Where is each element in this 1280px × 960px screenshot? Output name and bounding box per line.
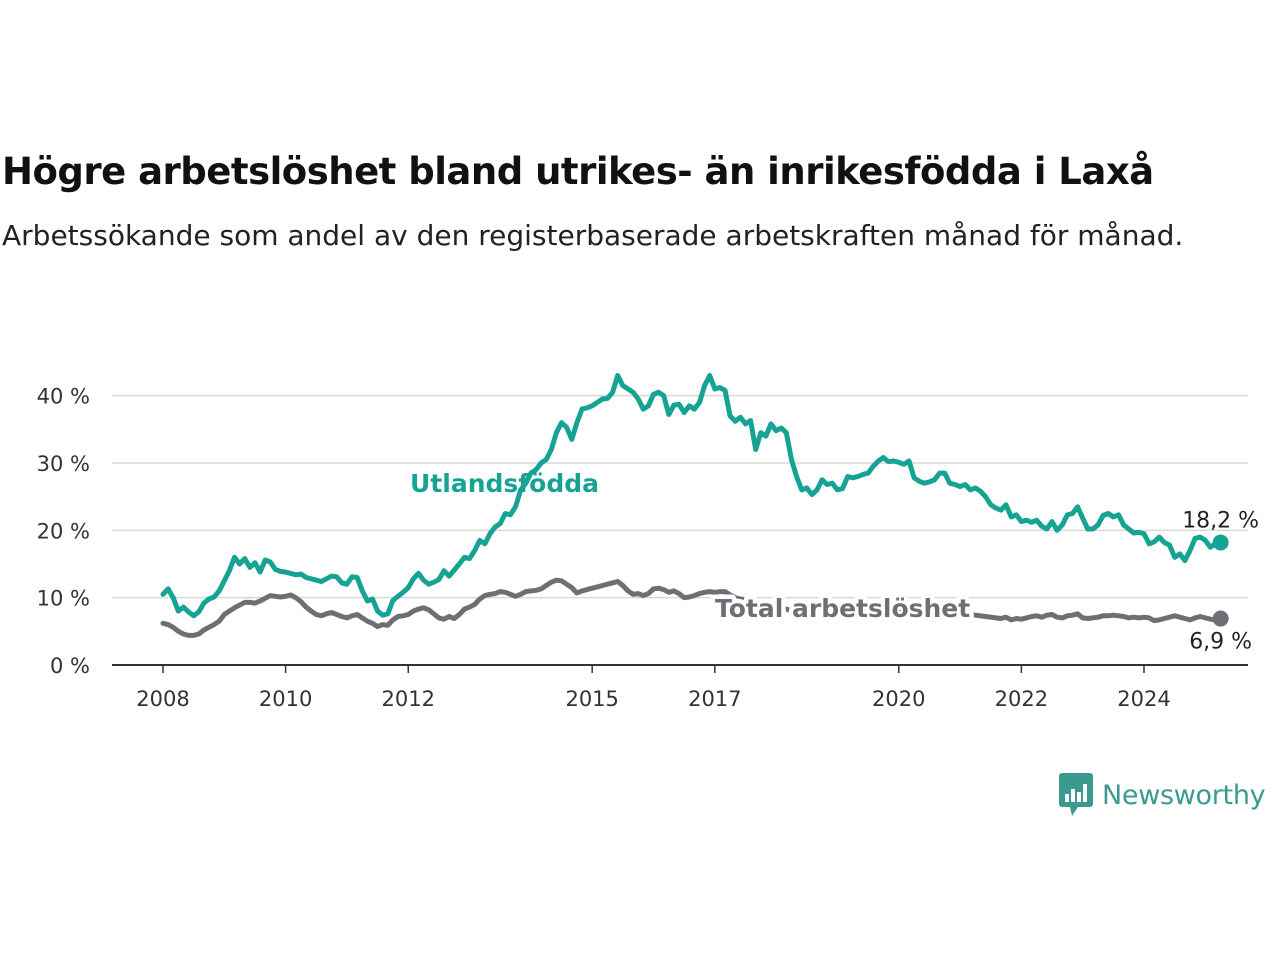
x-tick-label: 2010 <box>259 687 312 711</box>
end-point-utlandsfodda <box>1212 534 1229 551</box>
page-title: Högre arbetslöshet bland utrikes- än inr… <box>2 150 1154 193</box>
newsworthy-logo[interactable]: Newsworthy <box>1058 772 1266 818</box>
end-label-total: 6,9 % <box>1189 630 1252 655</box>
grid-lines <box>112 394 1248 599</box>
axes: 0 % 10 % 20 % 30 % 40 % 2008 2010 2012 2015 2017 2… <box>37 385 1248 711</box>
x-tick-label: 2022 <box>995 687 1048 711</box>
series-labels: Utlandsfödda Total arbetslöshet 18,2 % 6,9 … <box>410 469 1259 655</box>
series-line-total <box>160 577 1224 638</box>
series-label-total: Total arbetslöshet <box>715 594 970 623</box>
x-tick-label: 2024 <box>1117 687 1170 711</box>
brand-name: Newsworthy <box>1102 779 1266 811</box>
x-tick-label: 2008 <box>136 687 189 711</box>
y-tick-label: 10 % <box>37 587 90 611</box>
y-tick-label: 40 % <box>37 385 90 409</box>
end-point-total <box>1212 610 1229 627</box>
series-lines <box>160 373 1224 638</box>
x-tick-label: 2012 <box>382 687 435 711</box>
y-tick-label: 0 % <box>50 654 90 678</box>
y-tick-label: 30 % <box>37 452 90 476</box>
x-tick-label: 2020 <box>872 687 925 711</box>
page-subtitle: Arbetssökande som andel av den registerb… <box>2 219 1184 252</box>
x-tick-label: 2015 <box>565 687 618 711</box>
x-tick-label: 2017 <box>688 687 741 711</box>
end-label-utlandsfodda: 18,2 % <box>1182 508 1259 533</box>
y-tick-label: 20 % <box>37 519 90 543</box>
series-line-utlandsfodda <box>160 373 1224 619</box>
newsworthy-logo-icon <box>1059 773 1093 816</box>
series-label-utlandsfodda: Utlandsfödda <box>410 469 599 498</box>
